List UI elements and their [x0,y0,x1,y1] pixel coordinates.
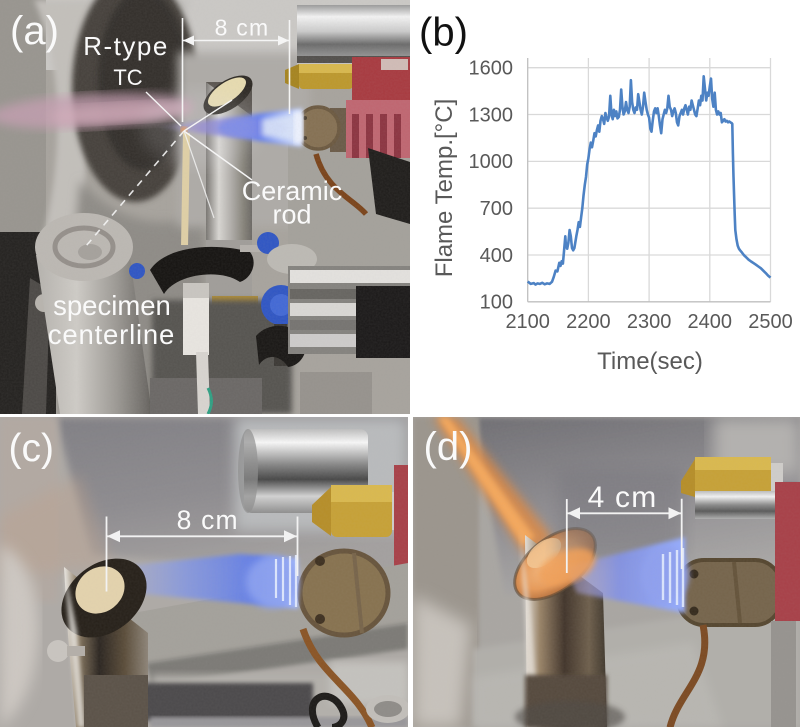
svg-text:2300: 2300 [627,311,672,333]
svg-text:(d): (d) [423,425,472,469]
svg-text:centerline: centerline [48,319,175,350]
svg-text:700: 700 [480,198,513,220]
svg-text:2100: 2100 [505,311,550,333]
svg-text:100: 100 [480,292,513,314]
svg-text:(a): (a) [10,9,59,53]
svg-text:R-type: R-type [83,31,169,61]
svg-text:1600: 1600 [469,58,514,80]
svg-text:Ceramic: Ceramic [242,176,343,206]
svg-text:4 cm: 4 cm [587,481,657,514]
svg-text:Flame Temp.[°C]: Flame Temp.[°C] [431,99,458,278]
svg-text:(c): (c) [9,427,54,470]
svg-text:2200: 2200 [566,311,611,333]
svg-text:specimen: specimen [53,290,171,321]
svg-text:8 cm: 8 cm [177,505,239,535]
svg-text:Time(sec): Time(sec) [597,348,703,375]
svg-text:1300: 1300 [469,104,514,126]
svg-text:rod: rod [272,200,311,230]
svg-text:2400: 2400 [688,311,733,333]
svg-text:TC: TC [113,65,142,90]
svg-text:400: 400 [480,245,513,267]
svg-text:8 cm: 8 cm [215,15,270,41]
svg-text:2500: 2500 [748,311,793,333]
svg-text:1000: 1000 [469,151,514,173]
svg-text:(b): (b) [419,11,468,55]
